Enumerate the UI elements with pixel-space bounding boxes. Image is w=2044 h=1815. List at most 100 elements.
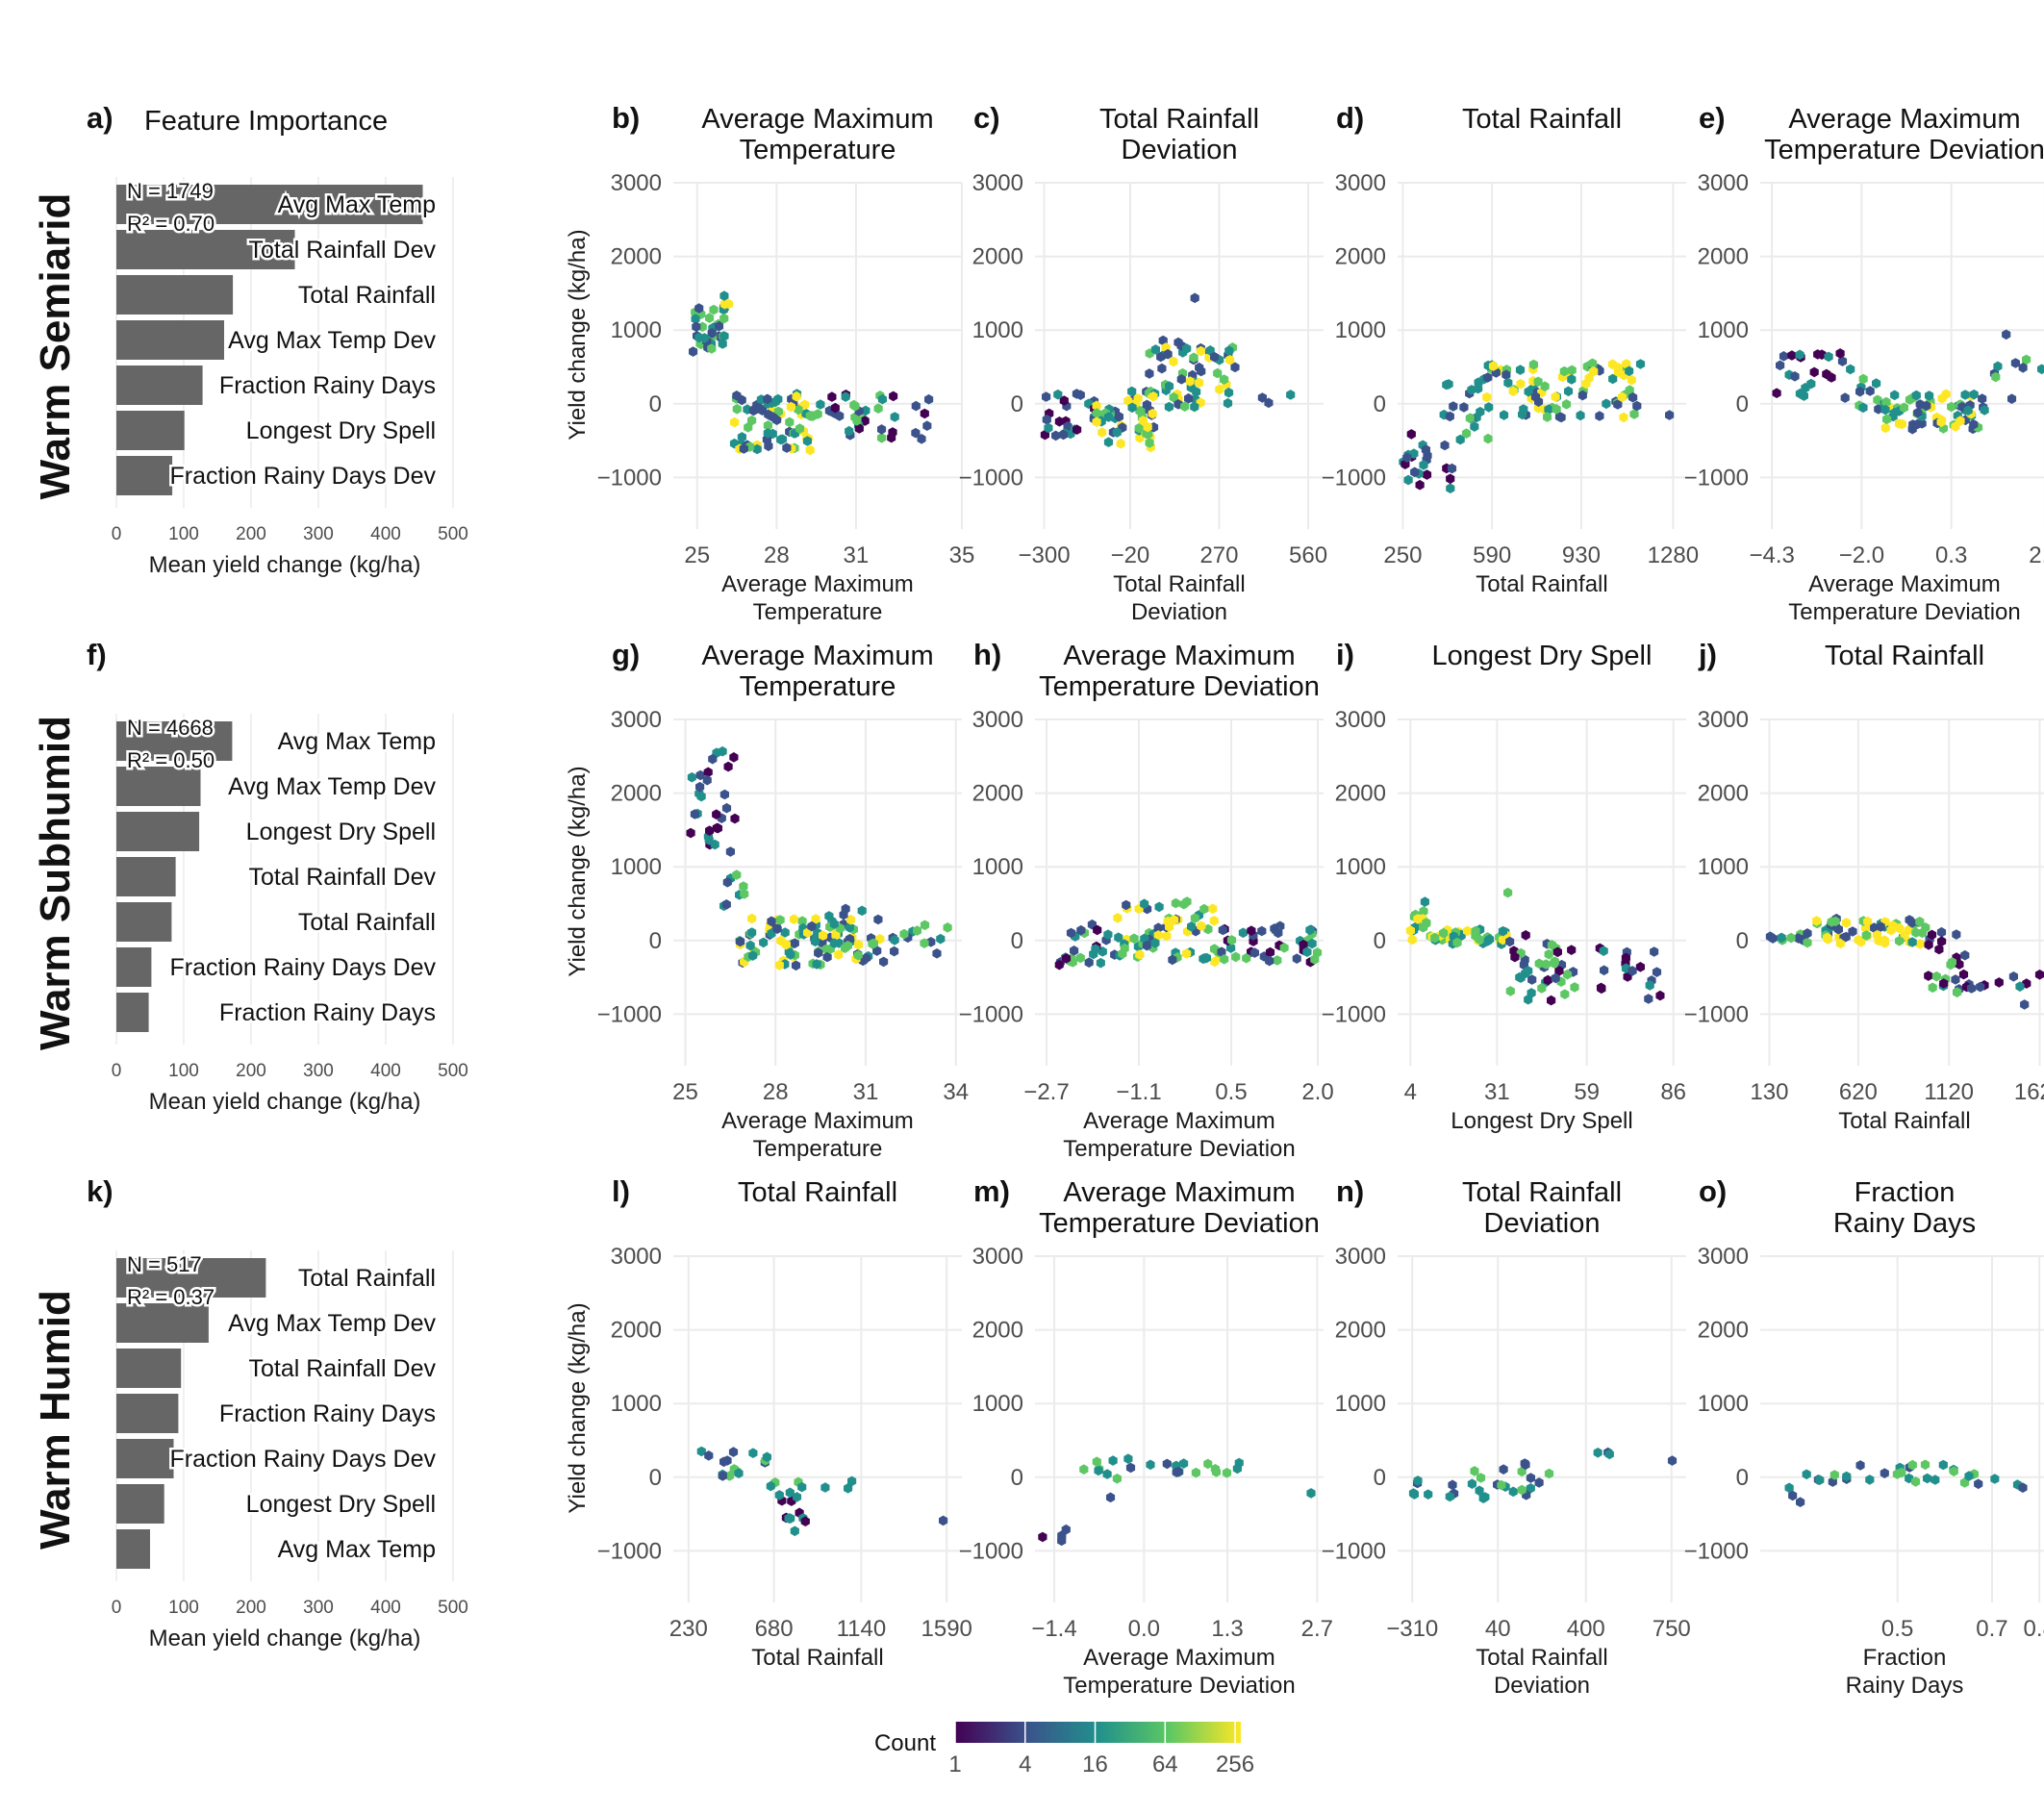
hexbin-cell	[1092, 1456, 1101, 1467]
hexbin-cell	[932, 948, 942, 959]
x-axis-title: Deviation	[1131, 599, 1227, 625]
y-tick-label: 0	[649, 391, 662, 417]
hexbin-cell	[827, 391, 837, 402]
hexbin-cell	[943, 922, 952, 933]
y-axis-title: Yield change (kg/ha)	[565, 1302, 591, 1513]
hexbin-cell	[719, 313, 729, 324]
panel-title: Average Maximum	[701, 104, 933, 135]
hexbin-cell	[1470, 421, 1479, 432]
x-axis-title: Total Rainfall	[1113, 571, 1245, 597]
hexbin-cell	[1835, 938, 1845, 949]
hexbin-cell	[853, 939, 864, 950]
hexbin-panel: 3000 2000 1000 0 −1000 −300 −20 270 560 Total Rai…	[959, 101, 1327, 625]
hexbin-cell	[1824, 351, 1833, 363]
hexbin-cell	[1667, 1455, 1678, 1466]
hexbin-cell	[1503, 377, 1513, 389]
bar-label: Avg Max Temp Dev	[228, 1310, 436, 1337]
y-tick-label: −1000	[959, 465, 1023, 491]
hexbin-cell	[1801, 382, 1810, 393]
x-axis-title: Longest Dry Spell	[1451, 1108, 1632, 1134]
hexbin-cell	[879, 956, 889, 968]
hexbin-cell	[1199, 903, 1209, 915]
x-axis-title: Temperature Deviation	[1063, 1136, 1295, 1162]
hexbin-cell	[789, 914, 798, 924]
hexbin-cell	[802, 436, 812, 446]
hexbin-cell	[1629, 409, 1639, 419]
y-tick-label: −1000	[1322, 1538, 1386, 1564]
hexbin-cell	[1880, 938, 1889, 948]
hexbin-cell	[920, 408, 929, 419]
hexbin-cell	[1059, 429, 1069, 441]
hexbin-cell	[1430, 932, 1440, 944]
x-tick-label: 0.5	[1881, 1616, 1913, 1642]
bar-label: Total Rainfall	[298, 1265, 436, 1292]
bar-label: Avg Max Temp	[278, 1536, 436, 1563]
y-tick-label: 1000	[972, 1391, 1023, 1417]
hexbin-cell	[781, 939, 791, 950]
hexbin-cell	[786, 401, 795, 413]
hexbin-cell	[1096, 957, 1105, 969]
hexbin-cell	[1809, 366, 1819, 378]
hexbin-cell	[704, 835, 714, 845]
x-tick-label: −310	[1386, 1616, 1438, 1642]
x-tick-label: 4	[1404, 1079, 1417, 1105]
hexbin-cell	[1143, 421, 1152, 433]
hexbin-cell	[1476, 406, 1485, 417]
hexbin-cell	[729, 752, 739, 763]
hexbin-cell	[2007, 393, 2017, 404]
bar-label: Fraction Rainy Days	[219, 372, 436, 399]
x-tick-label: 31	[853, 1079, 879, 1105]
x-axis-title: Average Maximum	[1083, 1645, 1275, 1671]
x-tick-label: −20	[1111, 542, 1150, 568]
hexbin-cell	[1980, 405, 1989, 416]
hexbin-cell	[712, 809, 721, 819]
hexbin-cell	[1205, 345, 1215, 356]
y-tick-label: −1000	[959, 1538, 1023, 1564]
panel-letter: m)	[973, 1174, 1010, 1208]
hexbin-cell	[1169, 391, 1178, 403]
hexbin-cell	[1547, 940, 1556, 950]
hexbin-cell	[2010, 358, 2020, 368]
hexbin-cell	[829, 938, 840, 948]
hexbin-cell	[1858, 373, 1868, 385]
hexbin-cell	[1835, 348, 1845, 359]
hexbin-cell	[1960, 1477, 1970, 1488]
climate-zone-label: Warm Semiarid	[32, 193, 79, 500]
hexbin-cell	[1627, 374, 1636, 386]
panel-title: Total Rainfall	[1825, 641, 1984, 671]
hexbin-cell	[1830, 1470, 1839, 1480]
x-tick-label: −2.0	[1839, 542, 1884, 568]
hexbin-cell	[777, 434, 787, 444]
y-tick-label: 3000	[611, 707, 662, 733]
x-tick-label: 1620	[2014, 1079, 2044, 1105]
hexbin-cell	[2037, 364, 2044, 375]
hexbin-cell	[1054, 959, 1064, 971]
hexbin-cell	[844, 1483, 853, 1494]
x-tick-label: 28	[763, 1079, 789, 1105]
hexbin-cell	[739, 443, 748, 454]
hexbin-cell	[1895, 936, 1905, 946]
y-tick-label: 0	[1736, 928, 1749, 954]
hexbin-cell	[899, 928, 909, 940]
hexbin-cell	[819, 930, 828, 941]
hexbin-cell	[877, 433, 887, 443]
r2-stat-halo: R² = 0.50	[127, 748, 214, 772]
hexbin-cell	[1165, 921, 1174, 932]
importance-bar	[116, 1394, 179, 1433]
hexbin-cell	[1410, 466, 1420, 478]
x-tick-label: 86	[1660, 1079, 1686, 1105]
panel-letter: f)	[87, 638, 107, 671]
x-tick-label: 1140	[837, 1616, 887, 1642]
hexbin-cell	[920, 938, 929, 948]
bar-label-halo: Fraction Rainy Days Dev	[170, 1446, 437, 1473]
hexbin-cell	[1543, 974, 1552, 986]
hexbin-cell	[730, 813, 740, 824]
r2-stat: R² = 0.50	[127, 748, 214, 772]
bar-label-halo: Avg Max Temp	[278, 191, 436, 218]
y-tick-label: 2000	[611, 244, 662, 270]
hexbin-cell	[1242, 952, 1251, 964]
y-tick-label: −1000	[1322, 1001, 1386, 1027]
x-axis-title: Deviation	[1494, 1673, 1590, 1699]
hexbin-cell	[1815, 1475, 1825, 1485]
